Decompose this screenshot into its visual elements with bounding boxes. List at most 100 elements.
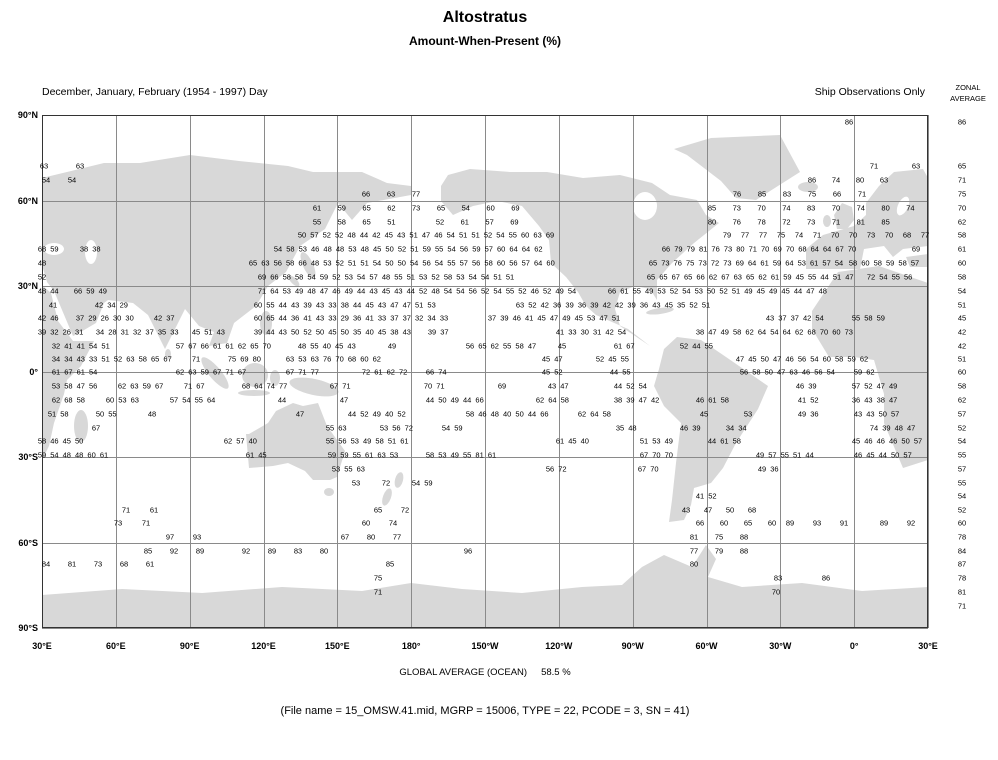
grid-value: 62: [387, 203, 396, 213]
longitude-tick-label: 60°E: [105, 641, 126, 651]
grid-value: 55: [780, 450, 789, 460]
grid-value: 74: [856, 203, 865, 213]
grid-value: 57: [913, 436, 923, 446]
longitude-tick-label: 60°W: [695, 641, 718, 651]
grid-value: 92: [906, 518, 916, 528]
grid-value: 84: [41, 559, 51, 569]
grid-value: 36: [291, 313, 300, 323]
grid-value: 73: [661, 258, 670, 268]
grid-value: 58: [64, 381, 73, 391]
island-java: [238, 390, 270, 396]
grid-value: 58: [425, 450, 435, 460]
grid-value: 74: [906, 203, 915, 213]
grid-value: 42: [94, 300, 104, 310]
grid-value: 55: [620, 354, 629, 364]
grid-value: 35: [353, 327, 362, 337]
grid-value: 54: [826, 367, 835, 377]
grid-value: 65: [266, 313, 275, 323]
grid-value: 51: [793, 450, 802, 460]
grid-value: 61: [76, 367, 85, 377]
grid-value: 47: [777, 367, 786, 377]
grid-value: 46: [434, 230, 443, 240]
grid-value: 53: [587, 313, 596, 323]
grid-value: 74: [782, 203, 791, 213]
grid-value: 74: [266, 381, 275, 391]
grid-value: 49: [295, 286, 304, 296]
grid-value: 70: [785, 244, 795, 254]
grid-value: 43: [394, 286, 403, 296]
grid-value: 38: [340, 300, 349, 310]
grid-value: 97: [165, 532, 175, 542]
grid-value: 42: [651, 395, 660, 405]
grid-value: 71: [121, 505, 131, 515]
grid-value: 45: [541, 354, 551, 364]
grid-value: 46: [864, 436, 873, 446]
grid-value: 70: [757, 203, 766, 213]
zonal-header-line1: ZONAL: [955, 83, 981, 92]
grid-value: 67: [721, 272, 730, 282]
grid-value: 63: [126, 354, 135, 364]
grid-value: 49: [645, 286, 654, 296]
grid-value: 33: [170, 327, 179, 337]
grid-value: 66: [298, 258, 307, 268]
grid-value: 43: [76, 354, 85, 364]
grid-value: 51: [387, 217, 396, 227]
grid-value: 41: [555, 327, 565, 337]
grid-value: 60: [105, 395, 115, 405]
grid-value: 46: [889, 436, 898, 446]
grid-value: 54: [496, 230, 505, 240]
grid-value: 44: [878, 450, 887, 460]
grid-value: 41: [797, 395, 807, 405]
grid-value: 52: [528, 300, 537, 310]
grid-value: 33: [568, 327, 577, 337]
grid-value: 44: [692, 341, 701, 351]
grid-value: 74: [438, 367, 447, 377]
grid-value: 52: [37, 272, 47, 282]
grid-value: 47: [390, 300, 399, 310]
grid-value: 70: [831, 203, 841, 213]
grid-value: 71: [869, 161, 879, 171]
grid-value: 60: [87, 450, 96, 460]
grid-value: 67: [155, 381, 164, 391]
grid-value: 60: [253, 313, 263, 323]
grid-value: 64: [748, 258, 757, 268]
grid-value: 75: [686, 258, 695, 268]
grid-value: 61: [245, 450, 255, 460]
zonal-average-value: 58: [957, 381, 967, 391]
grid-value: 54: [468, 272, 477, 282]
grid-value: 67: [637, 464, 647, 474]
grid-value: 65: [743, 518, 753, 528]
grid-value: 53: [118, 395, 127, 405]
grid-value: 73: [844, 327, 853, 337]
grid-value: 54: [50, 450, 59, 460]
grid-value: 69: [773, 244, 782, 254]
grid-value: 50: [297, 230, 307, 240]
grid-value: 76: [732, 217, 741, 227]
grid-value: 47: [889, 395, 898, 405]
grid-value: 46: [876, 436, 885, 446]
grid-value: 41: [303, 313, 312, 323]
grid-value: 58: [864, 313, 873, 323]
grid-value: 57: [369, 272, 378, 282]
grid-value: 59: [783, 272, 792, 282]
grid-value: 63: [515, 300, 525, 310]
grid-value: 45: [664, 300, 673, 310]
grid-value: 45: [384, 230, 393, 240]
grid-value: 49: [744, 286, 753, 296]
grid-value: 62: [577, 409, 587, 419]
black-sea: [44, 243, 64, 255]
grid-value: 52: [810, 395, 819, 405]
grid-value: 39: [303, 300, 312, 310]
grid-value: 46: [512, 313, 521, 323]
grid-value: 62: [859, 354, 869, 364]
grid-value: 51: [410, 244, 419, 254]
grid-value: 93: [812, 518, 822, 528]
grid-value: 58: [138, 354, 147, 364]
grid-value: 50: [75, 436, 84, 446]
grid-value: 48: [431, 286, 440, 296]
grid-value: 62: [758, 272, 767, 282]
grid-value: 64: [785, 258, 794, 268]
grid-value: 76: [673, 258, 682, 268]
grid-value: 66: [607, 286, 617, 296]
grid-value: 51: [731, 286, 741, 296]
